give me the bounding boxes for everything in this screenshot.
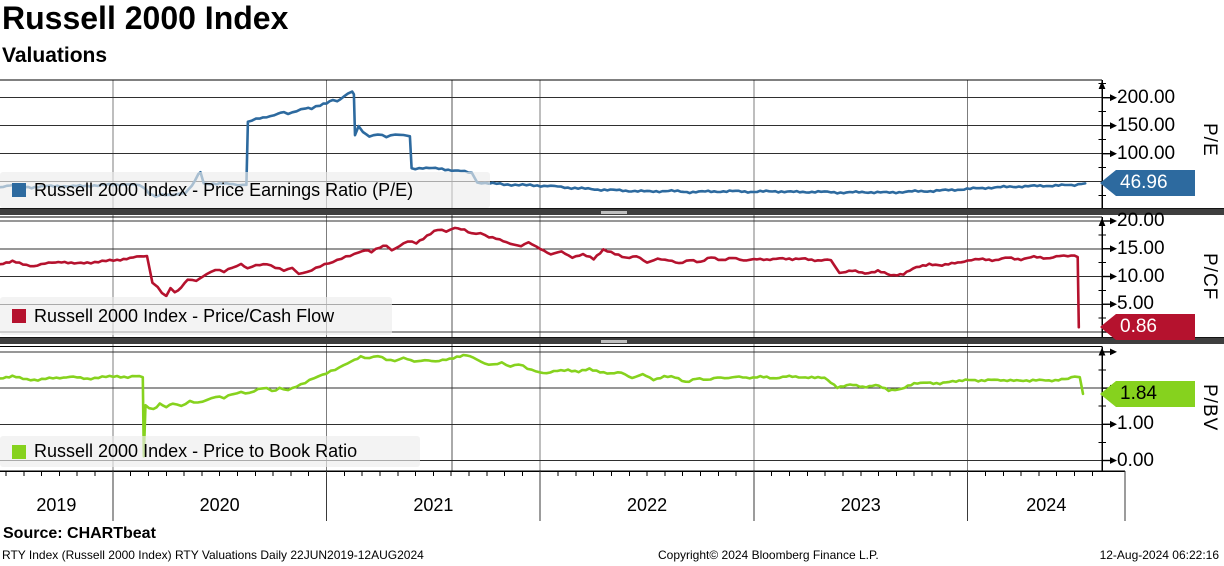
tick-arrow-icon xyxy=(1110,217,1117,225)
tick-arrow-icon xyxy=(1110,94,1117,102)
axis-up-arrow-icon xyxy=(1098,347,1106,356)
footer-timestamp: 12-Aug-2024 06:22:16 xyxy=(1099,548,1219,562)
x-axis-year-label: 2021 xyxy=(413,495,454,515)
page-subtitle: Valuations xyxy=(2,44,108,67)
tick-arrow-icon xyxy=(1110,122,1117,130)
y-tick-label: 1.00 xyxy=(1117,413,1154,435)
tick-arrow-icon xyxy=(1110,150,1117,158)
y-tick-label: 100.00 xyxy=(1117,142,1176,164)
y-tick-label: 10.00 xyxy=(1117,265,1165,287)
y-axis-title-pe: P/E xyxy=(1199,123,1220,157)
source-note: Source: CHARTbeat xyxy=(3,525,156,542)
series-line-pbv xyxy=(0,353,1085,458)
y-tick-label: 0.00 xyxy=(1117,449,1154,471)
x-axis-year-label: 2024 xyxy=(1026,495,1067,515)
series-swatch-pbv-icon xyxy=(12,444,26,459)
y-axis-title-pbv: P/BV xyxy=(1199,384,1220,432)
tick-arrow-icon xyxy=(1110,273,1117,280)
y-tick-label: 150.00 xyxy=(1117,114,1176,136)
y-tick-label: 20.00 xyxy=(1117,210,1165,231)
tick-arrow-icon xyxy=(1110,457,1117,464)
footer-copyright: Copyright© 2024 Bloomberg Finance L.P. xyxy=(658,548,879,562)
last-value-badge-pbv: 1.84 xyxy=(1100,381,1195,407)
legend-price-earnings[interactable]: Russell 2000 Index - Price Earnings Rati… xyxy=(0,172,490,208)
y-axis-title-pcf: P/CF xyxy=(1199,253,1220,301)
panel-separator[interactable] xyxy=(0,337,1224,344)
last-value-badge-pe: 46.96 xyxy=(1100,170,1195,196)
tick-arrow-icon xyxy=(1110,300,1117,308)
y-tick-label: 15.00 xyxy=(1117,237,1165,259)
separator-grip-icon xyxy=(601,340,627,343)
tick-arrow-icon xyxy=(1110,348,1117,356)
x-axis-year-label: 2020 xyxy=(199,495,240,515)
series-swatch-pe-icon xyxy=(12,183,26,197)
separator-grip-icon xyxy=(601,211,627,214)
series-line-pcf xyxy=(0,226,1081,329)
axis-up-arrow-icon xyxy=(1098,81,1106,89)
y-tick-label: 5.00 xyxy=(1117,293,1154,315)
footer-chart-description: RTY Index (Russell 2000 Index) RTY Valua… xyxy=(2,548,424,562)
tick-arrow-icon xyxy=(1110,245,1117,253)
x-axis-year-label: 2019 xyxy=(36,495,77,515)
axis-up-arrow-icon xyxy=(1098,218,1106,226)
series-swatch-pcf-icon xyxy=(12,309,26,323)
x-axis-year-label: 2023 xyxy=(840,495,881,515)
page-title: Russell 2000 Index xyxy=(2,0,289,36)
x-axis-year-label: 2022 xyxy=(627,495,668,515)
last-value-badge-pcf: 0.86 xyxy=(1100,314,1195,340)
panel-separator[interactable] xyxy=(0,208,1224,215)
legend-label-pbv: Russell 2000 Index - Price to Book Ratio xyxy=(34,441,358,461)
legend-label-pe: Russell 2000 Index - Price Earnings Rati… xyxy=(34,179,414,200)
legend-price-cash-flow[interactable]: Russell 2000 Index - Price/Cash Flow xyxy=(0,297,392,335)
legend-label-pcf: Russell 2000 Index - Price/Cash Flow xyxy=(34,305,335,326)
tick-arrow-icon xyxy=(1110,420,1117,428)
y-tick-label: 200.00 xyxy=(1117,86,1176,108)
legend-price-to-book[interactable]: Russell 2000 Index - Price to Book Ratio xyxy=(0,436,420,467)
